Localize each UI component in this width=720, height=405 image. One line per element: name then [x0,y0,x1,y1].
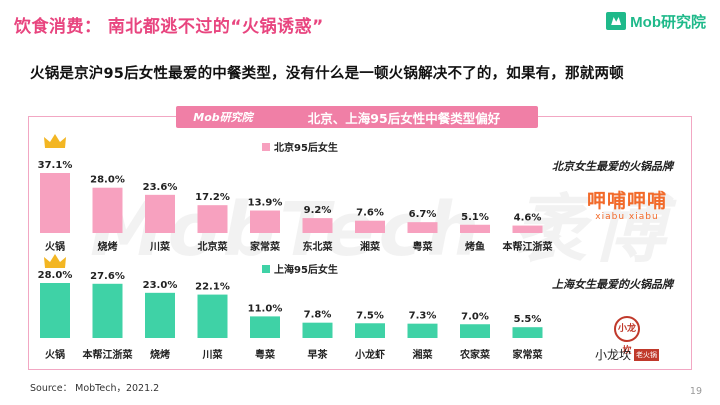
bar [250,210,280,233]
data-label: 23.6% [143,182,178,193]
bar [460,224,490,233]
bar [355,220,385,233]
bar [355,323,385,338]
category-label: 湘菜 [360,240,381,253]
data-label: 28.0% [90,175,125,186]
xiabu-logo-sub: xiabu xiabu [595,212,659,222]
category-label: 烧烤 [98,240,118,253]
beijing-brand-label: 北京女生最爱的火锅品牌 [552,160,673,173]
data-label: 5.1% [461,212,489,223]
bar [512,327,543,338]
xiaolongkan-name: 小龙坎 [594,348,631,362]
category-label: 川菜 [149,240,171,253]
bar [92,283,123,338]
xiaolongkan-tag: 老火锅 [634,348,659,361]
data-label: 28.0% [38,270,73,281]
category-label: 家常菜 [250,240,281,253]
mob-logo-text: Mob研究院 [630,13,706,31]
category-label: 东北菜 [303,240,334,253]
mob-logo: Mob研究院 [606,8,706,34]
bar [512,225,543,233]
category-label: 烤鱼 [465,240,485,253]
category-label: 川菜 [202,348,224,361]
crown-icon [44,134,66,148]
legend-label: 北京95后女生 [274,141,338,154]
bar [145,292,175,338]
data-label: 22.1% [195,282,230,293]
category-label: 小龙虾 [354,348,385,361]
page-subtitle: 火锅是京沪95后女性最爱的中餐类型，没有什么是一顿火锅解决不了的，如果有，那就两… [30,66,624,82]
bar [92,187,123,233]
xiaolongkan-seal: 小龙坎 [614,316,640,356]
chart-banner: Mob研究院 北京、上海95后女性中餐类型偏好 [176,106,538,128]
data-label: 17.2% [195,192,230,203]
category-label: 本帮江浙菜 [83,348,134,361]
legend-swatch [262,143,270,151]
bar [197,205,228,233]
legend-label: 上海95后女生 [274,263,338,276]
bar [250,316,280,338]
shanghai-brand-label: 上海女生最爱的火锅品牌 [552,278,673,291]
category-label: 湘菜 [413,348,434,361]
data-label: 23.0% [143,280,178,291]
category-label: 火锅 [45,240,65,253]
xiaolongkan-logo: 小龙坎 小龙坎 老火锅 [586,316,668,366]
data-label: 4.6% [514,213,542,224]
data-label: 7.8% [304,310,332,321]
category-label: 粤菜 [413,240,434,253]
data-label: 27.6% [90,271,125,282]
page-number: 19 [689,386,702,397]
data-label: 5.5% [514,314,542,325]
bar [302,322,333,338]
data-label: 13.9% [248,198,283,209]
mob-logo-icon [606,12,627,30]
bar [460,324,490,338]
data-label: 37.1% [38,160,73,171]
xiabu-logo: 呷哺呷哺 xiabu xiabu [586,190,668,230]
data-label: 9.2% [304,205,332,216]
bar [40,283,70,338]
category-label: 家常菜 [513,348,544,361]
page-title: 饮食消费： 南北都逃不过的“火锅诱惑” [14,17,324,37]
data-label: 7.0% [461,311,489,322]
category-label: 早茶 [308,348,329,361]
bar [197,294,228,338]
bar [302,218,333,233]
data-label: 7.6% [356,208,384,219]
data-label: 7.3% [409,311,437,322]
category-label: 北京菜 [198,240,229,253]
data-label: 7.5% [356,310,384,321]
chart-title: 北京、上海95后女性中餐类型偏好 [307,110,501,126]
crown-icon [44,254,66,268]
banner-brand: Mob研究院 [193,111,253,124]
legend-swatch [262,265,270,273]
category-label: 火锅 [45,348,65,361]
xiabu-logo-text: 呷哺呷哺 [586,190,667,212]
category-label: 本帮江浙菜 [503,240,554,253]
category-label: 农家菜 [459,348,491,361]
data-label: 11.0% [248,303,283,314]
data-label: 6.7% [409,209,437,220]
bar [145,194,175,233]
source-note: Source： MobTech，2021.2 [30,383,160,394]
bar [40,173,70,233]
category-label: 粤菜 [255,348,276,361]
bar [407,323,438,338]
bar [407,222,438,233]
category-label: 烧烤 [150,348,170,361]
